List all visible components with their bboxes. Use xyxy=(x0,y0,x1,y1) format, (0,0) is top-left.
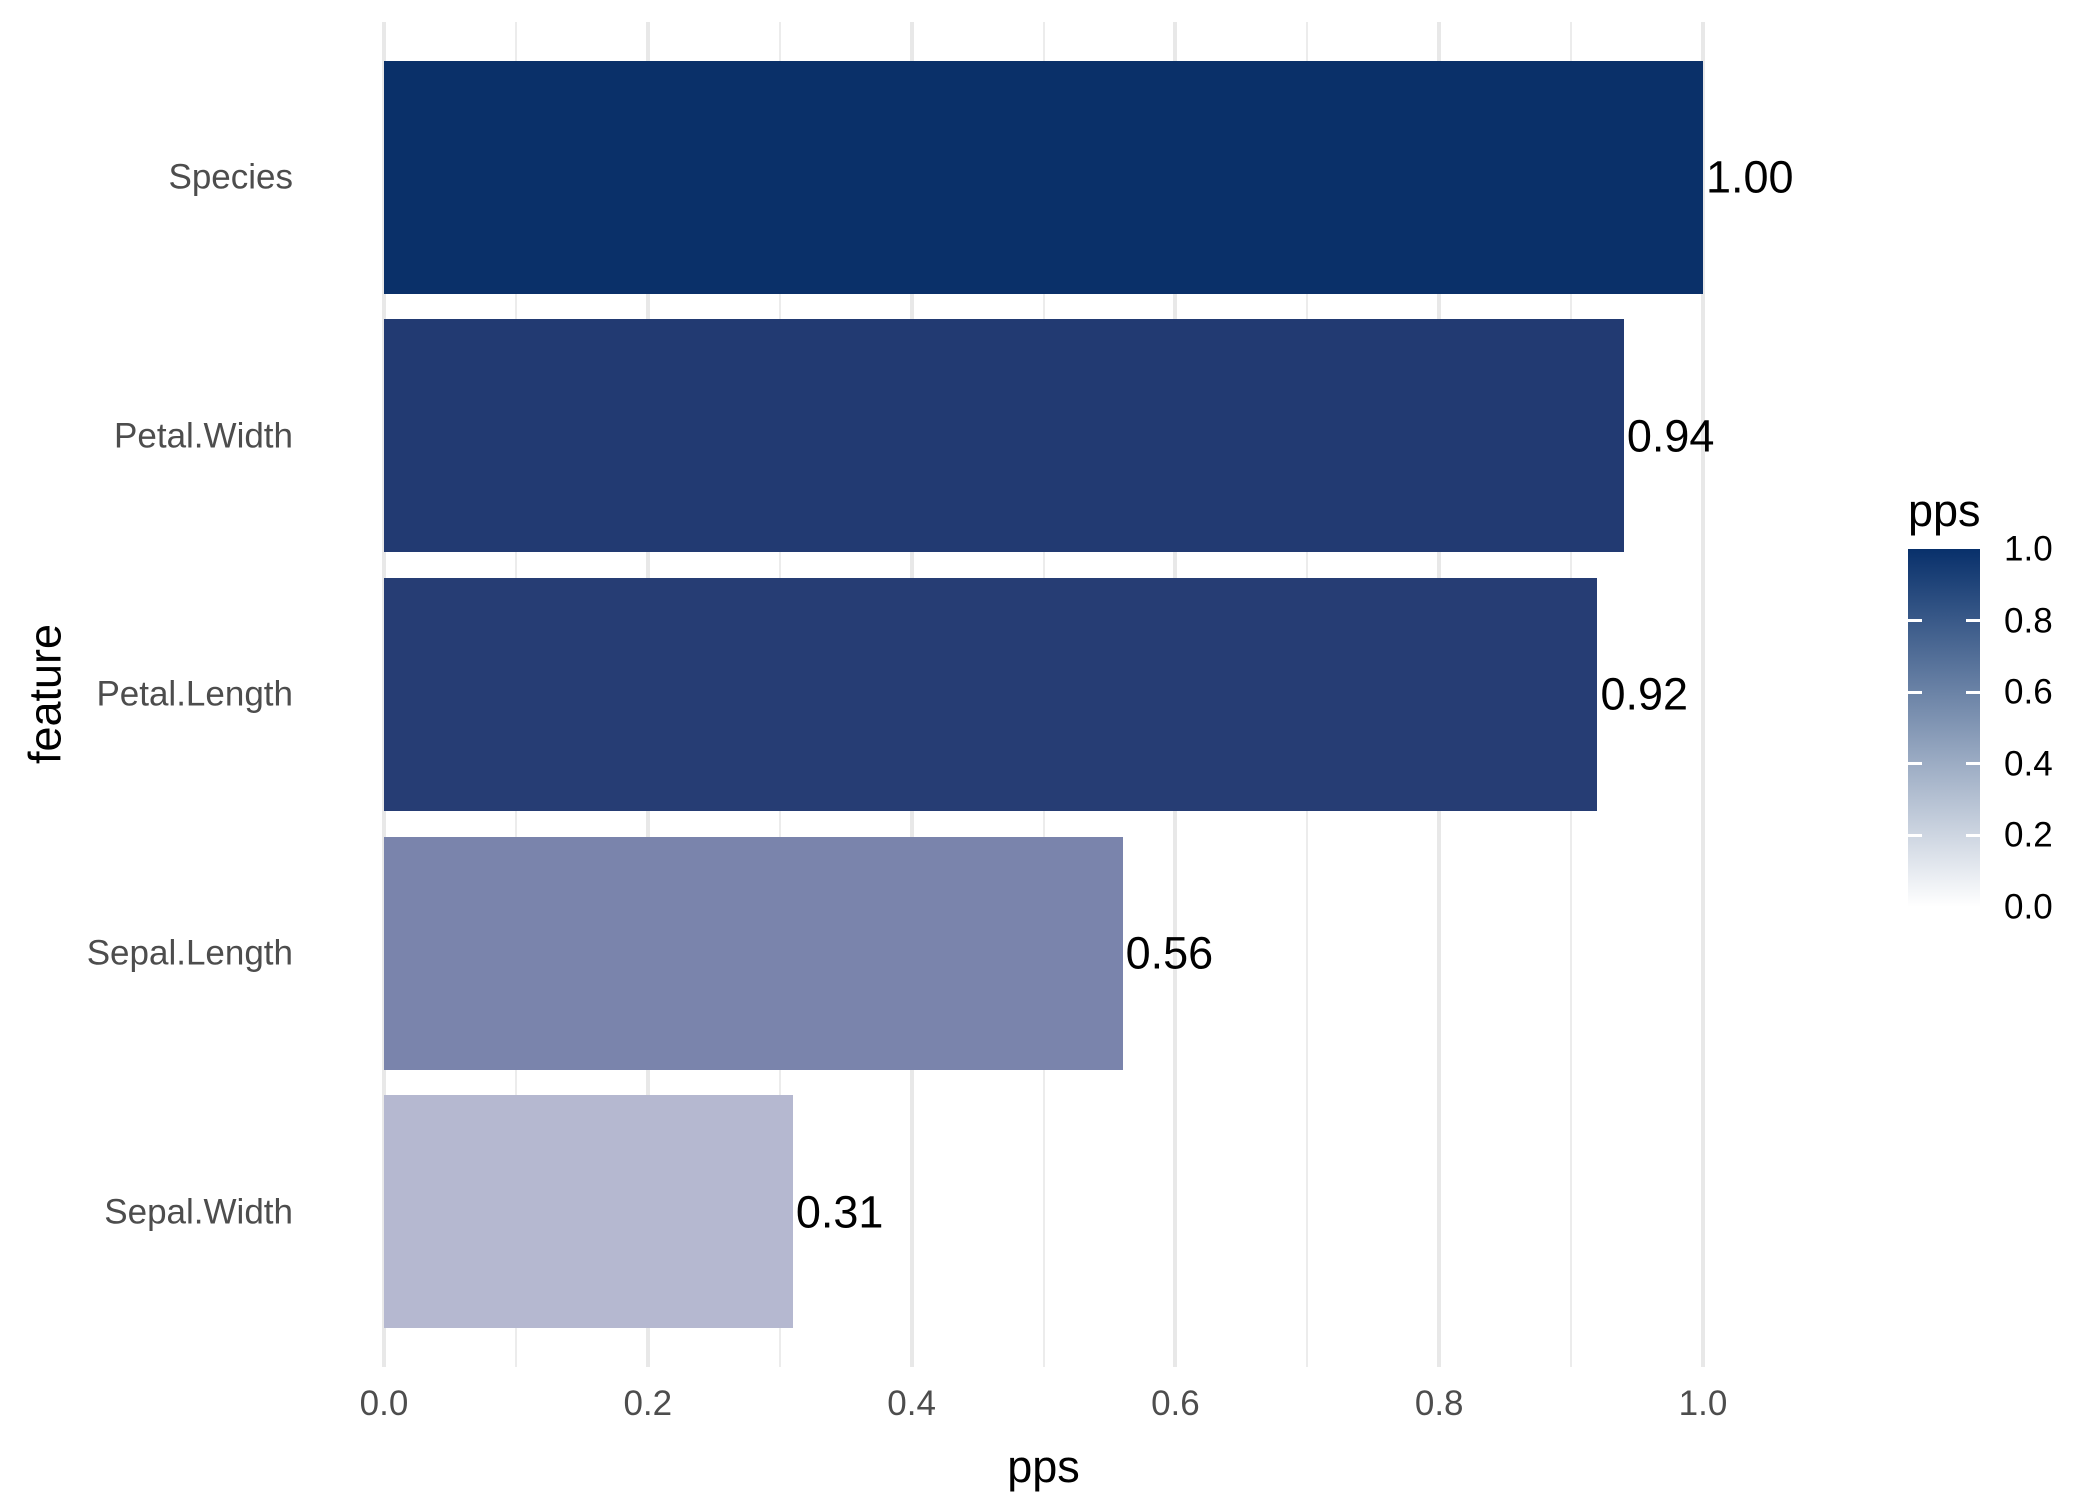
y-axis-tick-label: Sepal.Width xyxy=(104,1192,293,1232)
bar-value-label: 0.31 xyxy=(795,1186,884,1238)
bar-value-label: 0.92 xyxy=(1600,668,1689,720)
x-axis-title: pps xyxy=(1007,1441,1080,1492)
bar-sepal-width xyxy=(384,1095,793,1329)
legend-tick-mark xyxy=(1908,833,1922,837)
legend-tick-mark xyxy=(1908,690,1922,694)
legend-tick-mark xyxy=(1966,619,1980,623)
x-axis-tick-label: 0.2 xyxy=(623,1384,673,1423)
y-axis-tick-label: Petal.Width xyxy=(114,416,293,456)
y-axis-tick-label: Sepal.Length xyxy=(86,933,293,973)
y-axis-title: feature xyxy=(19,623,71,765)
y-axis-tick-label: Petal.Length xyxy=(96,674,293,714)
bar-sepal-length xyxy=(384,836,1123,1070)
legend-tick-label: 0.4 xyxy=(2004,744,2053,784)
bar-value-label: 0.56 xyxy=(1125,927,1214,979)
legend-tick-label: 0.0 xyxy=(2004,887,2053,927)
x-axis-tick-label: 0.4 xyxy=(887,1384,936,1423)
legend-tick-mark xyxy=(1966,833,1980,837)
bar-species xyxy=(384,60,1703,294)
gridline-major xyxy=(1701,22,1705,1367)
legend-tick-mark xyxy=(1908,762,1922,766)
legend-tick-label: 1.0 xyxy=(2004,529,2053,569)
bar-value-label: 0.94 xyxy=(1626,410,1715,462)
y-axis-tick-label: Species xyxy=(168,157,293,197)
legend-tick-label: 0.2 xyxy=(2004,815,2053,855)
legend-tick-label: 0.8 xyxy=(2004,601,2053,641)
legend-tick-mark xyxy=(1966,762,1980,766)
x-axis-tick-label: 0.6 xyxy=(1151,1384,1200,1423)
legend-tick-label: 0.6 xyxy=(2004,672,2053,712)
x-axis-tick-label: 0.0 xyxy=(359,1384,409,1423)
x-axis-tick-label: 1.0 xyxy=(1678,1384,1728,1423)
legend-title: pps xyxy=(1908,485,1981,536)
legend-tick-mark xyxy=(1908,619,1922,623)
x-axis-tick-label: 0.8 xyxy=(1414,1384,1464,1423)
bar-value-label: 1.00 xyxy=(1706,151,1794,203)
bar-petal-width xyxy=(384,319,1624,553)
legend-gradient-bar xyxy=(1908,549,1980,907)
legend-tick-mark xyxy=(1966,690,1980,694)
bar-petal-length xyxy=(384,577,1598,811)
